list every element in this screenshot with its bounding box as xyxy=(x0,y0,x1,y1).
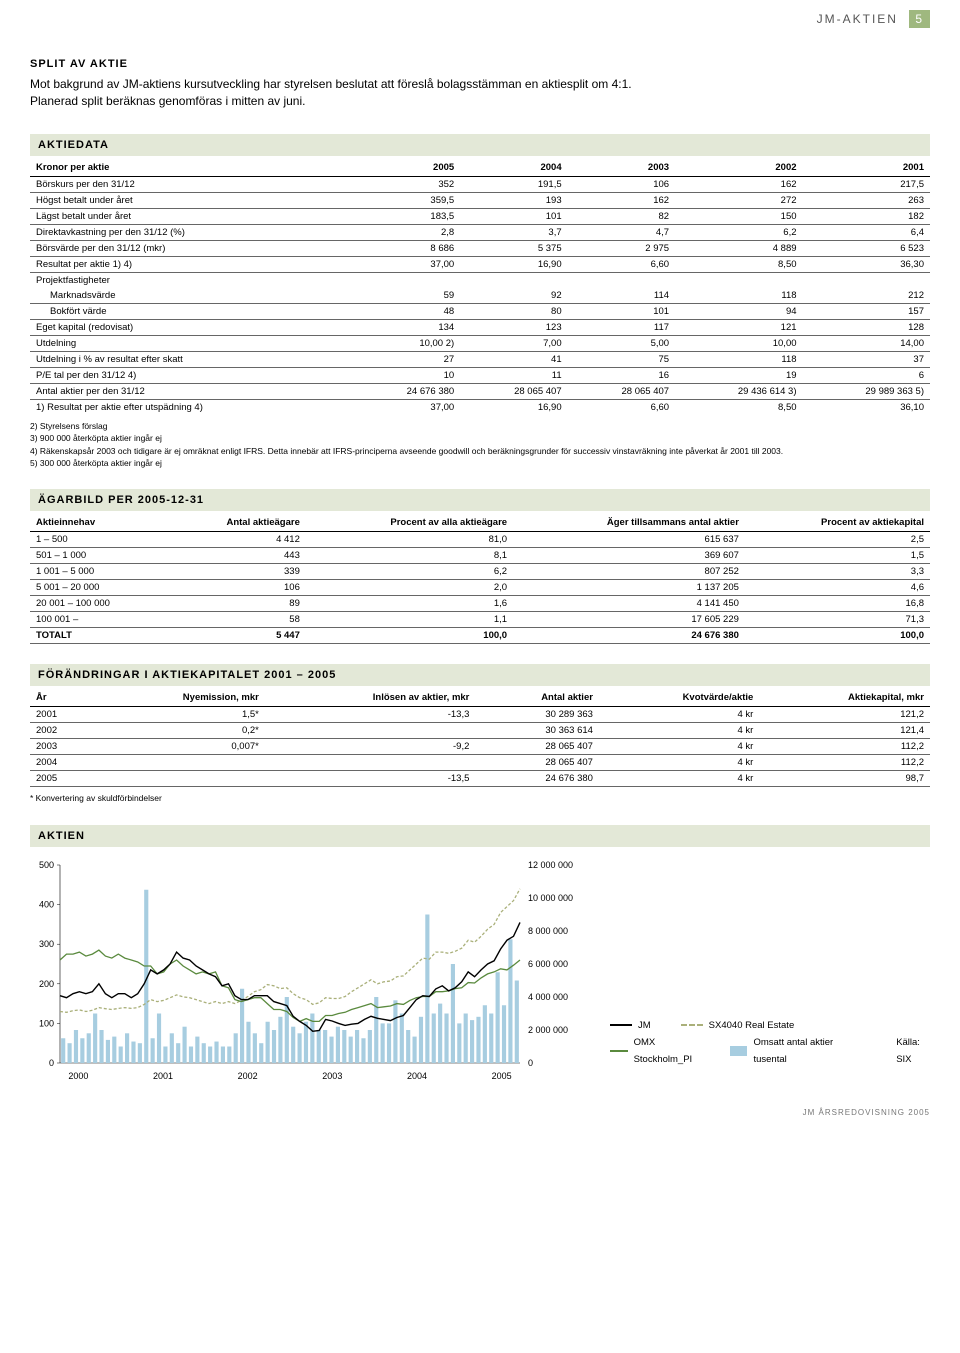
svg-text:6 000 000: 6 000 000 xyxy=(528,959,568,969)
svg-text:0: 0 xyxy=(49,1058,54,1068)
table-row: Eget kapital (redovisat)134123117121128 xyxy=(30,319,930,335)
svg-text:4 000 000: 4 000 000 xyxy=(528,992,568,1002)
legend-bar: Omsatt antal aktier tusental xyxy=(730,1034,846,1068)
svg-text:500: 500 xyxy=(39,860,54,870)
page-number: 5 xyxy=(909,10,930,28)
svg-text:200: 200 xyxy=(39,979,54,989)
svg-text:2001: 2001 xyxy=(153,1071,173,1081)
table-row: Utdelning10,00 2)7,005,0010,0014,00 xyxy=(30,335,930,351)
table-row: Börskurs per den 31/12352191,5106162217,… xyxy=(30,176,930,192)
legend-omx: OMX Stockholm_PI xyxy=(610,1034,700,1068)
col-year: 2002 xyxy=(675,160,802,177)
split-heading: SPLIT AV AKTIE xyxy=(30,58,930,70)
svg-text:0: 0 xyxy=(528,1058,533,1068)
table-row: 20011,5*-13,330 289 3634 kr121,2 xyxy=(30,707,930,723)
agarbild-table: AktieinnehavAntal aktieägareProcent av a… xyxy=(30,515,930,644)
table-row: 20030,007*-9,228 065 4074 kr112,2 xyxy=(30,739,930,755)
aktiedata-title: AKTIEDATA xyxy=(30,134,930,156)
table-row: 1) Resultat per aktie efter utspädning 4… xyxy=(30,399,930,415)
svg-text:400: 400 xyxy=(39,900,54,910)
split-body: Mot bakgrund av JM-aktiens kursutvecklin… xyxy=(30,76,670,110)
aktiedata-table: Kronor per aktie20052004200320022001 Bör… xyxy=(30,160,930,415)
col-year: 2001 xyxy=(803,160,930,177)
page-header: JM-AKTIEN 5 xyxy=(30,10,930,28)
table-row: TOTALT5 447100,024 676 380100,0 xyxy=(30,628,930,644)
table-row: Marknadsvärde5992114118212 xyxy=(30,288,930,304)
table-row: Bokfört värde488010194157 xyxy=(30,303,930,319)
table-row: 2005-13,524 676 3804 kr98,7 xyxy=(30,771,930,787)
svg-text:2005: 2005 xyxy=(492,1071,512,1081)
forandringar-title: FÖRÄNDRINGAR I AKTIEKAPITALET 2001 – 200… xyxy=(30,664,930,686)
svg-text:2004: 2004 xyxy=(407,1071,427,1081)
table-row: Direktavkastning per den 31/12 (%)2,83,7… xyxy=(30,224,930,240)
svg-text:12 000 000: 12 000 000 xyxy=(528,860,573,870)
table-row: P/E tal per den 31/12 4)101116196 xyxy=(30,367,930,383)
svg-text:2002: 2002 xyxy=(238,1071,258,1081)
aktien-title: AKTIEN xyxy=(30,825,930,847)
table-row: 501 – 1 0004438,1369 6071,5 xyxy=(30,548,930,564)
table-row: Börsvärde per den 31/12 (mkr)8 6865 3752… xyxy=(30,240,930,256)
table-row: 1 – 5004 41281,0615 6372,5 xyxy=(30,532,930,548)
legend-sx: SX4040 Real Estate xyxy=(681,1017,795,1034)
legend-jm: JM xyxy=(610,1017,651,1034)
aktien-chart: 0 100 200 300 400 500 0 2 000 000 4 000 000 6 000… xyxy=(30,855,590,1085)
table-row: 20020,2*30 363 6144 kr121,4 xyxy=(30,723,930,739)
page-footer: JM ÅRSREDOVISNING 2005 xyxy=(30,1108,930,1117)
col-year: 2004 xyxy=(460,160,567,177)
forandringar-note: * Konvertering av skuldförbindelser xyxy=(30,793,930,804)
svg-text:300: 300 xyxy=(39,939,54,949)
table-row: Projektfastigheter xyxy=(30,272,930,288)
chart-legend: JM SX4040 Real Estate OMX Stockholm_PI O… xyxy=(610,1017,930,1088)
table-row: 5 001 – 20 0001062,01 137 2054,6 xyxy=(30,580,930,596)
table-row: Resultat per aktie 1) 4)37,0016,906,608,… xyxy=(30,256,930,272)
table-row: Utdelning i % av resultat efter skatt274… xyxy=(30,351,930,367)
aktiedata-footnotes: 2) Styrelsens förslag3) 900 000 återköpt… xyxy=(30,421,930,470)
svg-text:2 000 000: 2 000 000 xyxy=(528,1025,568,1035)
svg-text:8 000 000: 8 000 000 xyxy=(528,926,568,936)
table-row: 1 001 – 5 0003396,2807 2523,3 xyxy=(30,564,930,580)
forandringar-table: ÅrNyemission, mkrInlösen av aktier, mkrA… xyxy=(30,690,930,787)
svg-text:10 000 000: 10 000 000 xyxy=(528,893,573,903)
agarbild-title: ÄGARBILD PER 2005-12-31 xyxy=(30,489,930,511)
legend-source: Källa: SIX xyxy=(896,1034,930,1068)
table-row: 200428 065 4074 kr112,2 xyxy=(30,755,930,771)
table-row: Antal aktier per den 31/1224 676 38028 0… xyxy=(30,383,930,399)
svg-text:2000: 2000 xyxy=(68,1071,88,1081)
svg-text:100: 100 xyxy=(39,1018,54,1028)
col-year: 2003 xyxy=(568,160,675,177)
table-row: 20 001 – 100 000891,64 141 45016,8 xyxy=(30,596,930,612)
table-row: 100 001 –581,117 605 22971,3 xyxy=(30,612,930,628)
col-year: 2005 xyxy=(353,160,460,177)
table-row: Lägst betalt under året183,510182150182 xyxy=(30,208,930,224)
table-row: Högst betalt under året359,5193162272263 xyxy=(30,192,930,208)
header-title: JM-AKTIEN xyxy=(817,12,898,26)
svg-text:2003: 2003 xyxy=(322,1071,342,1081)
